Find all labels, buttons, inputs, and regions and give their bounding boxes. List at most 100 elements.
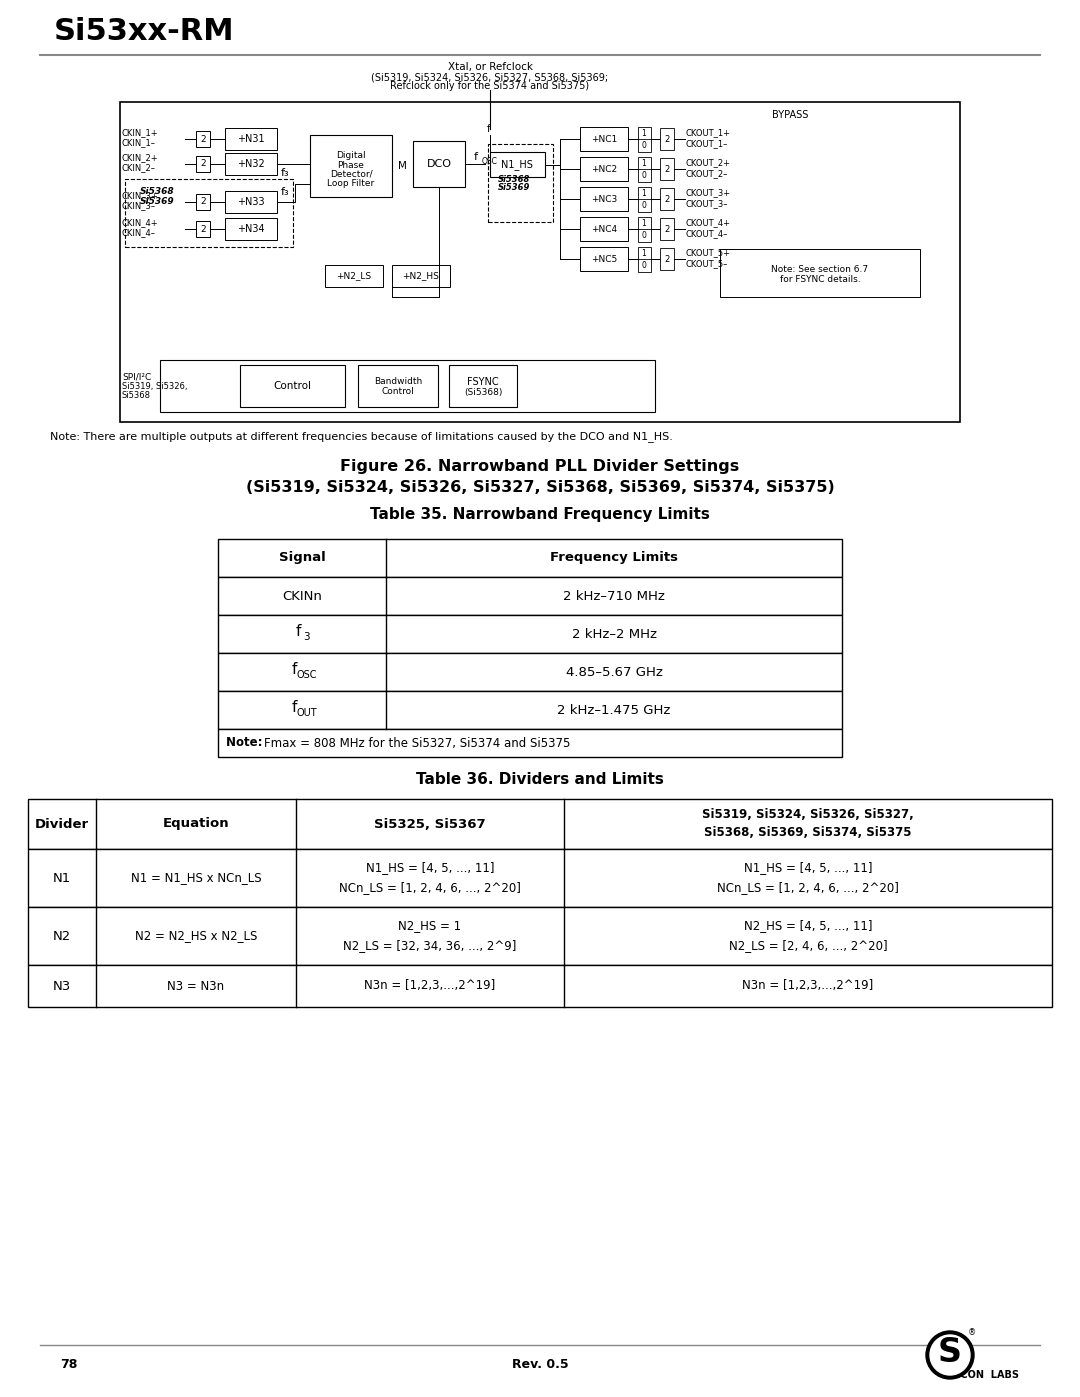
Circle shape (930, 1336, 970, 1375)
Text: N2_LS = [2, 4, 6, ..., 2^20]: N2_LS = [2, 4, 6, ..., 2^20] (729, 940, 888, 953)
Text: N2 = N2_HS x N2_LS: N2 = N2_HS x N2_LS (135, 929, 257, 943)
Text: 2: 2 (664, 134, 670, 144)
Text: 2: 2 (664, 194, 670, 204)
Bar (580, 187, 627, 211)
Text: Si53xx-RM: Si53xx-RM (54, 18, 234, 46)
Bar (325, 265, 383, 286)
Text: Si5368: Si5368 (122, 391, 151, 401)
Bar (310, 136, 392, 197)
Bar (660, 129, 674, 149)
Text: N3n = [1,2,3,...,2^19]: N3n = [1,2,3,...,2^19] (364, 979, 496, 992)
Text: 1: 1 (642, 190, 646, 198)
Text: 2: 2 (664, 225, 670, 233)
Text: Rev. 0.5: Rev. 0.5 (512, 1358, 568, 1372)
Bar (392, 265, 450, 286)
Bar (580, 156, 627, 182)
Circle shape (926, 1331, 974, 1379)
Text: f: f (474, 152, 478, 162)
Text: Digital: Digital (336, 151, 366, 161)
Text: CKOUT_1+: CKOUT_1+ (686, 129, 731, 137)
Text: f₃: f₃ (281, 187, 289, 197)
Text: CKIN_3+: CKIN_3+ (122, 191, 159, 201)
Text: Phase: Phase (338, 161, 364, 169)
Text: ®: ® (968, 1329, 976, 1337)
Text: FSYNC: FSYNC (468, 377, 499, 387)
Text: N2_LS = [32, 34, 36, ..., 2^9]: N2_LS = [32, 34, 36, ..., 2^9] (343, 940, 516, 953)
Text: 2: 2 (664, 254, 670, 264)
Text: (Si5368): (Si5368) (463, 388, 502, 398)
Text: N3n = [1,2,3,...,2^19]: N3n = [1,2,3,...,2^19] (742, 979, 874, 992)
Text: Si5319, Si5324, Si5326, Si5327,: Si5319, Si5324, Si5326, Si5327, (702, 809, 914, 821)
Text: Si5369: Si5369 (498, 183, 530, 191)
Text: Si5368: Si5368 (140, 187, 175, 197)
Text: f: f (292, 662, 297, 676)
Text: 2: 2 (200, 197, 206, 207)
Text: 2 kHz–2 MHz: 2 kHz–2 MHz (571, 627, 657, 640)
Text: N1_HS = [4, 5, ..., 11]: N1_HS = [4, 5, ..., 11] (366, 862, 495, 875)
Text: N2_HS = 1: N2_HS = 1 (399, 919, 461, 933)
Bar (638, 187, 651, 200)
Bar (638, 229, 651, 242)
Text: Table 36. Dividers and Limits: Table 36. Dividers and Limits (416, 771, 664, 787)
Text: +NC1: +NC1 (591, 134, 617, 144)
Text: Note:: Note: (226, 736, 267, 750)
Text: 1: 1 (642, 250, 646, 258)
Text: CKOUT_3+: CKOUT_3+ (686, 189, 731, 197)
Text: N3: N3 (53, 979, 71, 992)
Bar (580, 127, 627, 151)
Text: f: f (295, 623, 300, 638)
Text: fᴵ: fᴵ (487, 124, 492, 134)
Bar (638, 258, 651, 272)
Text: 0: 0 (642, 261, 647, 271)
Text: +N32: +N32 (238, 159, 265, 169)
Bar (225, 191, 276, 212)
Text: +NC5: +NC5 (591, 254, 617, 264)
Text: BYPASS: BYPASS (772, 110, 808, 120)
Text: N1: N1 (53, 872, 71, 884)
Text: 1: 1 (642, 159, 646, 169)
Text: +NC2: +NC2 (591, 165, 617, 173)
Text: Bandwidth: Bandwidth (374, 377, 422, 387)
Text: Control: Control (381, 387, 415, 397)
Bar (28, 965, 1052, 1007)
Text: Si5368, Si5369, Si5374, Si5375: Si5368, Si5369, Si5374, Si5375 (704, 827, 912, 840)
Text: Loop Filter: Loop Filter (327, 179, 375, 187)
Text: +NC4: +NC4 (591, 225, 617, 233)
Text: 78: 78 (60, 1358, 78, 1372)
Text: 0: 0 (642, 232, 647, 240)
Bar (28, 799, 1052, 849)
Bar (225, 154, 276, 175)
Bar (660, 189, 674, 210)
Text: Figure 26. Narrowband PLL Divider Settings: Figure 26. Narrowband PLL Divider Settin… (340, 460, 740, 475)
Text: CKIN_4–: CKIN_4– (122, 229, 156, 237)
Bar (638, 217, 651, 231)
Text: 1: 1 (642, 219, 646, 229)
Bar (638, 127, 651, 140)
Text: 1: 1 (642, 130, 646, 138)
Text: SPI/I²C: SPI/I²C (122, 373, 151, 381)
Text: 0: 0 (642, 172, 647, 180)
Text: CKIN_4+: CKIN_4+ (122, 218, 159, 228)
Text: 2: 2 (200, 225, 206, 233)
Bar (638, 247, 651, 260)
Text: N2: N2 (53, 929, 71, 943)
Text: N1_HS: N1_HS (501, 159, 532, 170)
Bar (490, 152, 545, 177)
Text: Si5325, Si5367: Si5325, Si5367 (374, 817, 486, 830)
Text: CKIN_1–: CKIN_1– (122, 138, 156, 148)
Text: Divider: Divider (35, 817, 89, 830)
Bar (638, 156, 651, 170)
Text: Note: See section 6.7: Note: See section 6.7 (771, 264, 868, 274)
Text: 2 kHz–1.475 GHz: 2 kHz–1.475 GHz (557, 704, 671, 717)
Text: CKOUT_4+: CKOUT_4+ (686, 218, 731, 228)
Bar (218, 539, 842, 577)
Bar (488, 144, 553, 222)
Text: Control: Control (273, 381, 311, 391)
Bar (638, 169, 651, 182)
Text: CKIN_2–: CKIN_2– (122, 163, 156, 172)
Text: 4.85–5.67 GHz: 4.85–5.67 GHz (566, 665, 662, 679)
Text: Xtal, or Refclock: Xtal, or Refclock (447, 61, 532, 73)
Text: CKOUT_2–: CKOUT_2– (686, 169, 728, 179)
Text: CKOUT_4–: CKOUT_4– (686, 229, 728, 239)
Text: +N33: +N33 (238, 197, 265, 207)
